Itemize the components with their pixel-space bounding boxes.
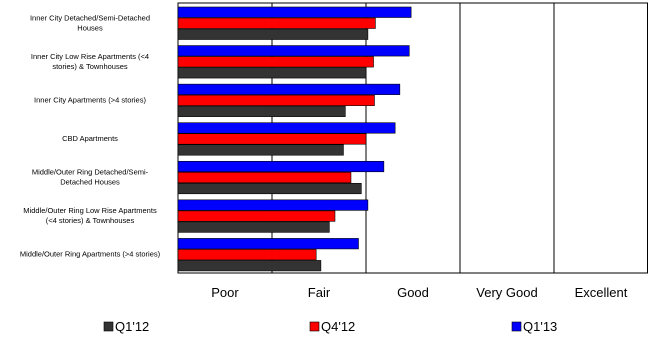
category-labels: Inner City Detached/Semi-Detached Houses I… [20, 13, 161, 258]
bar-q1-12-2 [177, 105, 346, 117]
bar-q1-12-6 [177, 260, 322, 272]
bar-q4-12-2 [177, 94, 375, 106]
legend-swatch-q1-13 [511, 321, 522, 332]
bar-q4-12-6 [177, 249, 317, 261]
bar-q1-13-2 [177, 83, 401, 95]
x-tick-good: Good [397, 285, 429, 300]
category-label-3: CBD Apartments [62, 134, 118, 143]
legend-label-q1-12: Q1'12 [115, 319, 149, 334]
bar-q1-13-3 [177, 122, 396, 134]
category-label-0: Inner City Detached/Semi-Detached Houses [30, 13, 150, 32]
bar-q1-12-5 [177, 221, 330, 233]
bar-q4-12-1 [177, 56, 374, 68]
x-tick-very-good: Very Good [476, 285, 537, 300]
category-label-6: Middle/Outer Ring Apartments (>4 stories… [20, 250, 161, 259]
legend: Q1'12 Q4'12 Q1'13 [103, 319, 557, 334]
legend-label-q4-12: Q4'12 [321, 319, 355, 334]
bar-q4-12-0 [177, 17, 376, 29]
x-tick-fair: Fair [308, 285, 331, 300]
bar-q4-12-3 [177, 133, 367, 145]
bar-q4-12-4 [177, 171, 352, 184]
bar-q1-12-0 [177, 28, 369, 40]
legend-swatch-q4-12 [309, 321, 320, 332]
x-tick-excellent: Excellent [575, 285, 628, 300]
category-label-2: Inner City Apartments (>4 stories) [34, 95, 146, 104]
category-label-5: Middle/Outer Ring Low Rise Apartments (<4… [23, 206, 157, 225]
bar-q1-13-1 [177, 45, 410, 57]
bar-q1-13-0 [177, 6, 412, 18]
bar-q1-12-3 [177, 144, 344, 156]
category-label-1: Inner City Low Rise Apartments (<4 storie… [31, 52, 149, 71]
legend-label-q1-13: Q1'13 [523, 319, 557, 334]
bars [177, 6, 412, 272]
bar-q1-13-5 [177, 199, 369, 211]
category-label-4: Middle/Outer Ring Detached/Semi-Detached… [32, 168, 149, 187]
x-tick-poor: Poor [211, 285, 239, 300]
bar-q1-13-4 [177, 160, 385, 173]
bar-q1-12-4 [177, 182, 362, 195]
x-axis-tick-labels: Poor Fair Good Very Good Excellent [211, 285, 627, 300]
bar-q1-12-1 [177, 67, 367, 79]
legend-swatch-q1-12 [103, 321, 114, 332]
bar-q4-12-5 [177, 210, 336, 222]
bar-q1-13-6 [177, 238, 359, 250]
